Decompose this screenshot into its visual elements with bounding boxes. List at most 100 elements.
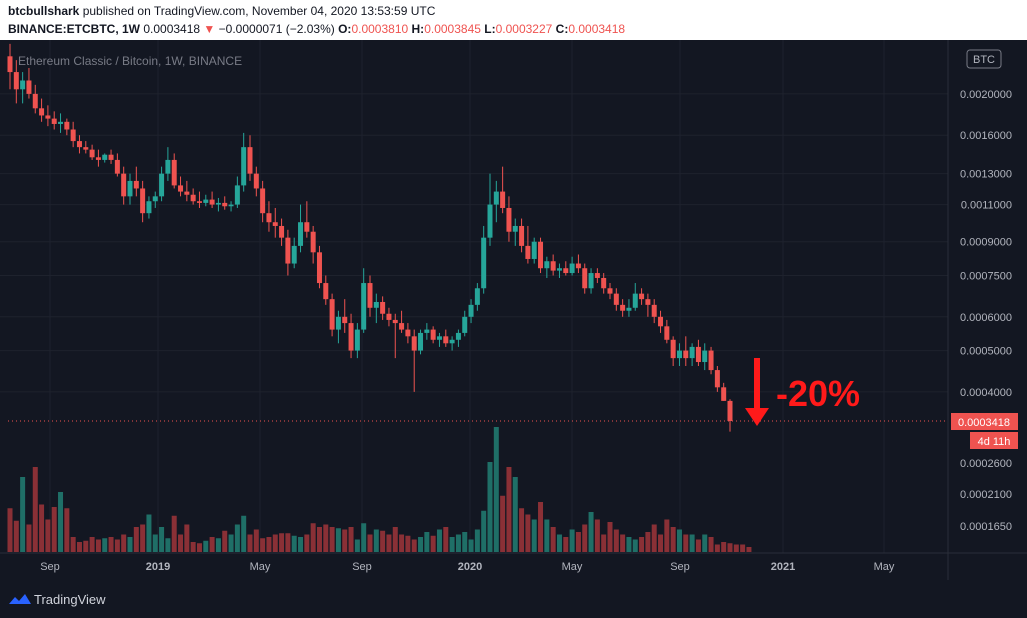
publish-text: published on TradingView.com, November 0… [82,4,436,18]
volume-bar [399,534,405,552]
candle-body [556,268,562,271]
candle-body [102,154,108,160]
candlestick-chart[interactable]: Ethereum Classic / Bitcoin, 1W, BINANCE … [0,40,1027,580]
volume-bar [190,542,196,552]
candle-body [506,207,512,232]
candle-body [418,332,424,351]
candle-body [165,159,171,174]
price-axis[interactable]: 0.0020000 0.0016000 0.0013000 0.0011000 0.00… [960,89,1012,399]
candle-body [613,293,619,305]
volume-tick-label: 0.0002100 [960,489,1012,501]
candle-body [348,323,354,351]
volume-bar [632,539,638,552]
volume-bar [114,539,120,552]
candle-body [550,261,556,271]
volume-bar [348,527,354,552]
tradingview-logo-icon[interactable] [8,592,32,606]
volume-bar [708,537,714,552]
volume-bar [7,508,13,552]
volume-bar [83,540,89,552]
volume-bar [241,515,247,552]
volume-bar [196,543,202,552]
candle-body [373,301,379,308]
candle-body [575,263,581,269]
volume-bar [550,527,556,552]
candle-body [493,191,499,205]
chart-area[interactable]: Ethereum Classic / Bitcoin, 1W, BINANCE … [0,40,1027,580]
candle-body [298,222,304,246]
candle-body [588,273,594,289]
candle-body [209,199,215,205]
candle-body [354,329,360,351]
tradingview-brand[interactable]: TradingView [34,592,106,607]
candle-body [702,350,708,363]
volume-bar [607,522,613,552]
candle-body [114,159,120,174]
volume-bar [487,462,493,552]
candle-body [651,304,657,317]
time-axis[interactable]: Sep 2019 May Sep 2020 May Sep 2021 May [40,561,895,573]
volume-bar [380,530,386,552]
candle-body [184,191,190,195]
volume-bar [64,508,70,552]
candle-body [386,313,392,320]
candle-body [266,213,272,223]
volume-bar [140,524,146,552]
volume-bar [702,534,708,552]
volume-bar [714,544,720,552]
candle-body [310,231,316,253]
candle-body [632,293,638,308]
volume-bar [651,524,657,552]
volume-bar [746,547,752,552]
volume-bar [481,510,487,552]
volume-bar [519,508,525,552]
close-label: C: [555,22,569,36]
volume-bar [108,537,114,552]
candle-body [196,201,202,203]
volume-bar [159,527,165,552]
volume-bar [689,534,695,552]
volume-bar [20,477,26,552]
volume-bar [279,533,285,552]
volume-bar [613,529,619,552]
time-tick-label: 2020 [458,561,482,573]
candles [7,43,733,432]
symbol-label: BINANCE:ETCBTC, 1W [8,22,140,36]
volume-bar [146,514,152,552]
candle-body [133,180,139,189]
candle-body [108,154,114,160]
time-tick-label: 2021 [771,561,795,573]
volume-bar [102,538,108,552]
volume-bar [664,519,670,552]
volume-bar [260,538,266,552]
volume-bar [209,537,215,552]
volume-bars [7,427,752,552]
candle-body [215,202,221,205]
candle-body [26,80,32,94]
volume-bar [436,529,442,552]
volume-tick-label: 0.0001650 [960,521,1012,533]
candle-body [594,273,600,278]
time-tick-label: Sep [352,561,372,573]
volume-bar [39,504,45,552]
candle-body [51,118,57,124]
volume-bar [335,528,341,552]
candle-body [20,80,26,90]
volume-bar [342,529,348,552]
candle-body [727,400,733,421]
time-tick-label: May [562,561,583,573]
volume-axis: 0.0002600 0.0002100 0.0001650 [960,458,1012,533]
volume-bar [455,534,461,552]
time-tick-label: Sep [40,561,60,573]
volume-bar [645,532,651,552]
currency-badge-box[interactable] [966,49,1002,69]
volume-bar [51,507,57,552]
candle-body [89,149,95,158]
author-name[interactable]: btcbullshark [8,4,80,18]
volume-bar [26,524,32,552]
countdown-label: 4d 11h [978,436,1011,448]
grid-lines [0,40,948,553]
volume-bar [367,534,373,552]
candle-body [361,283,367,330]
candle-body [676,350,682,359]
